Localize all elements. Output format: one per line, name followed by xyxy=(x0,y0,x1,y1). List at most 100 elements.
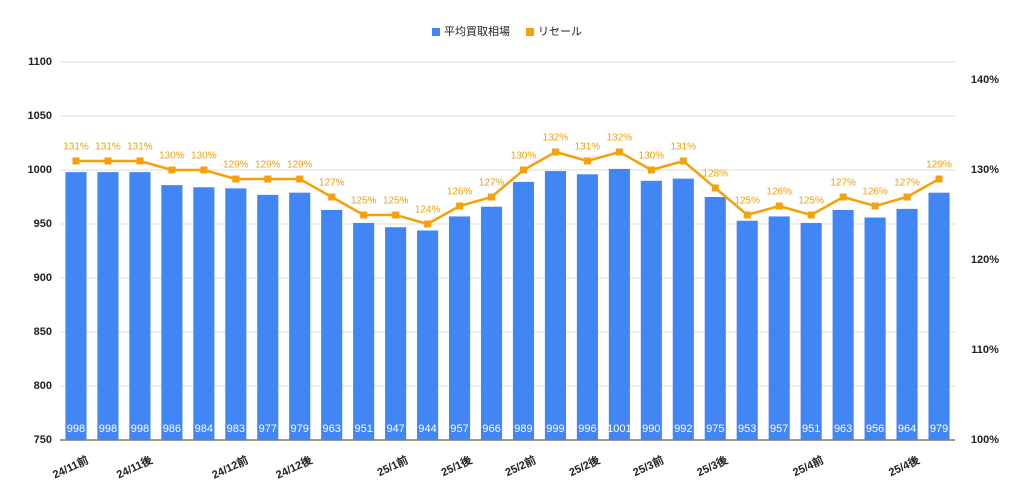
line-value-label: 131% xyxy=(575,142,601,153)
x-tick-label: 24/12後 xyxy=(273,452,315,481)
bar xyxy=(417,230,439,440)
line-point xyxy=(903,193,911,201)
line-value-label: 127% xyxy=(479,178,505,189)
y-tick-label: 900 xyxy=(34,272,52,284)
x-tick-label: 25/1前 xyxy=(375,453,410,479)
bar xyxy=(257,194,279,440)
line-value-label: 126% xyxy=(766,187,792,198)
bar xyxy=(896,208,918,440)
x-tick-label: 25/2前 xyxy=(503,453,538,479)
bar xyxy=(800,222,822,440)
y-tick-label: 1000 xyxy=(28,164,52,176)
line-point xyxy=(296,175,304,183)
bar-value-label: 963 xyxy=(323,423,341,435)
legend-label: 平均買取相場 xyxy=(444,25,510,38)
bar xyxy=(576,174,598,440)
legend-swatch xyxy=(432,28,440,36)
legend-swatch xyxy=(526,28,534,36)
line-point xyxy=(136,157,144,165)
line-point xyxy=(488,193,496,201)
bar xyxy=(768,216,790,440)
line-point xyxy=(519,166,527,174)
line-value-label: 127% xyxy=(319,178,345,189)
bar-value-label: 957 xyxy=(450,423,468,435)
line-value-label: 131% xyxy=(63,142,89,153)
line xyxy=(75,150,940,226)
bar xyxy=(97,172,119,440)
bar-value-label: 983 xyxy=(227,423,245,435)
x-tick-label: 25/4後 xyxy=(886,452,922,479)
line-point xyxy=(711,184,719,192)
bar-value-label: 979 xyxy=(291,423,309,435)
line-value-label: 127% xyxy=(894,178,920,189)
line-point xyxy=(871,202,879,210)
bar-value-label: 951 xyxy=(354,423,372,435)
line-point xyxy=(72,157,80,165)
y-tick-label: 1100 xyxy=(28,56,52,68)
bar-value-label: 996 xyxy=(578,423,596,435)
bar xyxy=(480,206,503,440)
bar xyxy=(225,188,247,440)
bar-value-label: 984 xyxy=(195,423,213,435)
bar xyxy=(193,187,215,440)
line-value-label: 125% xyxy=(734,196,760,207)
x-tick-label: 25/1後 xyxy=(439,452,475,479)
bar xyxy=(512,181,535,440)
line-point xyxy=(775,202,783,210)
bar-value-label: 979 xyxy=(930,423,948,435)
bar-value-label: 989 xyxy=(514,423,532,435)
x-tick-label: 25/3後 xyxy=(694,452,730,479)
y2-tick-label: 120% xyxy=(971,254,999,266)
line-value-label: 130% xyxy=(191,151,217,162)
line-value-label: 132% xyxy=(607,133,633,144)
line-point xyxy=(679,157,687,165)
line-value-label: 124% xyxy=(415,205,441,216)
bar-value-label: 964 xyxy=(898,423,916,435)
y-tick-label: 1050 xyxy=(28,110,52,122)
bar-value-label: 957 xyxy=(770,423,788,435)
line-value-label: 128% xyxy=(702,169,728,180)
bar xyxy=(832,209,854,440)
bar-value-label: 1001 xyxy=(607,423,631,435)
bar-value-label: 963 xyxy=(834,423,852,435)
bar-value-label: 986 xyxy=(163,423,181,435)
line-point xyxy=(935,175,943,183)
x-tick-label: 24/12前 xyxy=(209,453,250,482)
line-value-label: 132% xyxy=(543,133,569,144)
line-value-label: 131% xyxy=(671,142,697,153)
y-tick-label: 850 xyxy=(34,326,52,338)
line-point xyxy=(360,211,368,219)
line-value-label: 130% xyxy=(639,151,665,162)
line-value-label: 129% xyxy=(287,160,313,171)
line-point xyxy=(647,166,655,174)
bar-value-label: 966 xyxy=(482,423,500,435)
bar xyxy=(928,192,950,440)
bar xyxy=(704,197,726,440)
line-value-label: 126% xyxy=(862,187,888,198)
bar xyxy=(65,172,87,440)
line-point xyxy=(232,175,240,183)
bar xyxy=(385,227,407,440)
bar-value-label: 951 xyxy=(802,423,820,435)
line-point xyxy=(839,193,847,201)
line-value-label: 125% xyxy=(383,196,409,207)
line-value-label: 126% xyxy=(447,187,473,198)
line-value-label: 130% xyxy=(159,151,185,162)
line-point xyxy=(456,202,464,210)
line-value-label: 131% xyxy=(127,142,153,153)
x-tick-label: 24/11前 xyxy=(50,453,90,482)
y-tick-label: 950 xyxy=(34,218,52,230)
y2-tick-label: 110% xyxy=(971,344,999,356)
line-point xyxy=(392,211,400,219)
y-tick-label: 800 xyxy=(34,380,52,392)
line-value-label: 125% xyxy=(351,196,377,207)
bar-value-label: 998 xyxy=(99,423,117,435)
line-point xyxy=(264,175,272,183)
legend-label: リセール xyxy=(538,25,582,38)
line-point xyxy=(328,193,336,201)
x-tick-label: 25/3前 xyxy=(631,453,666,479)
line-point xyxy=(168,166,176,174)
bar xyxy=(544,171,566,440)
line-point xyxy=(583,157,591,165)
bar xyxy=(672,178,694,440)
